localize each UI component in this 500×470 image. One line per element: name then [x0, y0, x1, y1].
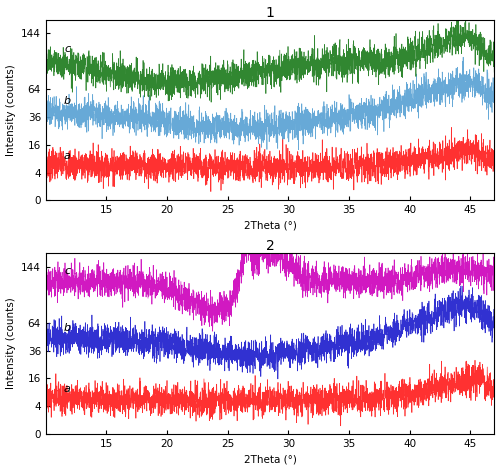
Text: b: b [64, 323, 71, 333]
Y-axis label: Intensity (counts): Intensity (counts) [6, 298, 16, 390]
Y-axis label: Intensity (counts): Intensity (counts) [6, 64, 16, 156]
Title: 2: 2 [266, 239, 274, 253]
X-axis label: 2Theta (°): 2Theta (°) [244, 454, 296, 464]
Text: c: c [64, 266, 70, 276]
Text: b: b [64, 96, 71, 106]
Title: 1: 1 [266, 6, 274, 20]
X-axis label: 2Theta (°): 2Theta (°) [244, 221, 296, 231]
Text: c: c [64, 44, 70, 54]
Text: a: a [64, 151, 71, 161]
Text: a: a [64, 384, 71, 394]
